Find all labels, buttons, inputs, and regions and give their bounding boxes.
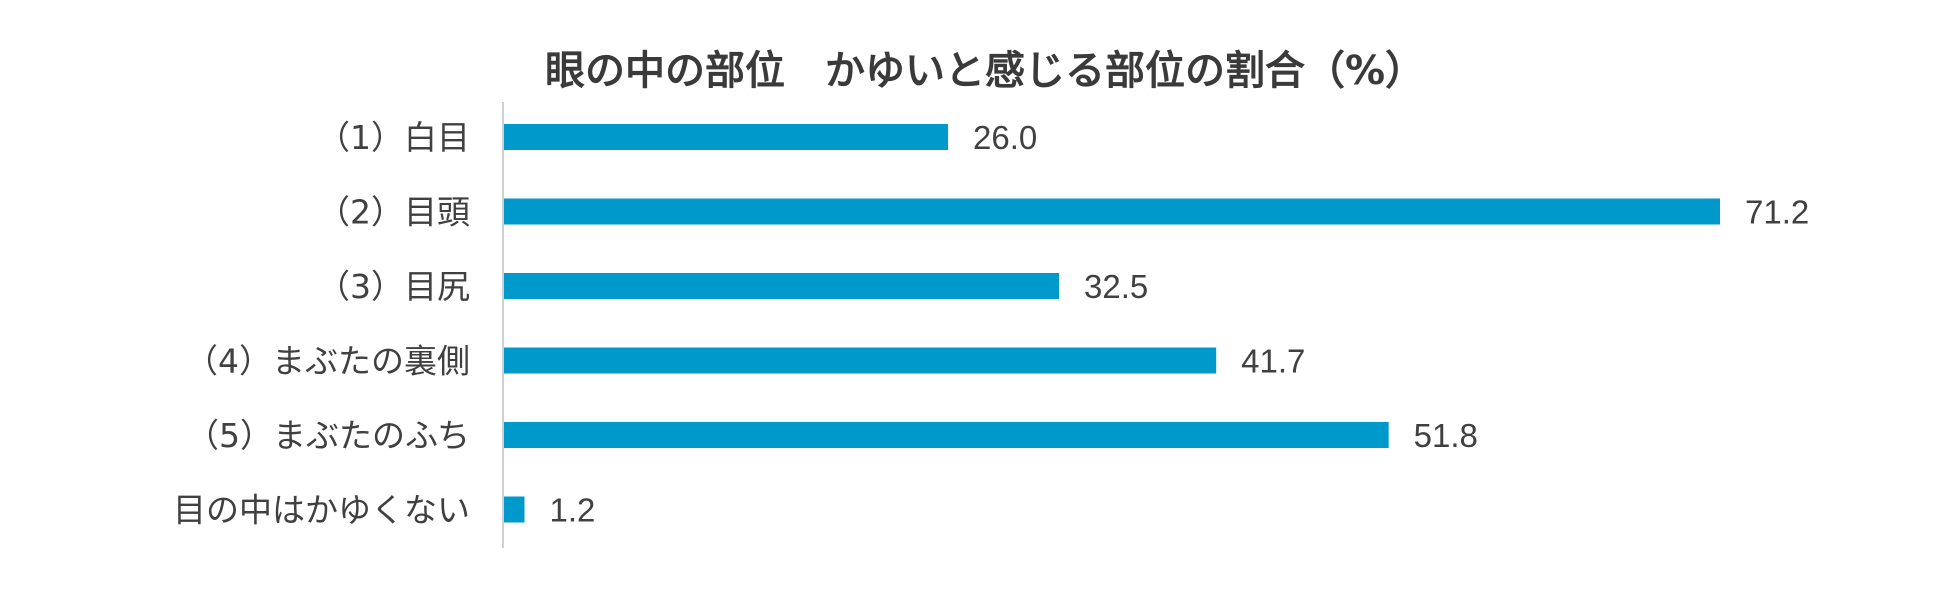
value-label: 26.0 (973, 119, 1037, 156)
category-labels: （1）白目 （2）目頭 （3）目尻 （4）まぶたの裏側 （5）まぶたのふち目の中はかゆく… (173, 118, 470, 530)
value-labels: 26.0 71.2 32.5 41.7 51.8 1.2 (549, 119, 1809, 529)
bar (504, 273, 1060, 299)
bar (504, 496, 525, 523)
bar (504, 198, 1720, 225)
category-label: （1）白目 (317, 118, 470, 157)
category-label: （5）まぶたのふち (186, 416, 470, 455)
category-label: （2）目頭 (317, 193, 470, 232)
bar (504, 347, 1217, 374)
bar (504, 124, 949, 150)
bar (504, 422, 1389, 448)
chart-title: 眼の中の部位 かゆいと感じる部位の割合（%） (545, 48, 1425, 94)
value-label: 41.7 (1241, 343, 1305, 380)
value-label: 71.2 (1745, 194, 1809, 231)
category-label: （4）まぶたの裏側 (185, 342, 470, 381)
category-label: （3）目尻 (317, 267, 470, 306)
value-label: 32.5 (1084, 268, 1148, 305)
value-label: 1.2 (549, 492, 595, 529)
value-label: 51.8 (1414, 417, 1478, 454)
category-label: 目の中はかゆくない (173, 491, 470, 530)
bars-group (504, 124, 1720, 523)
